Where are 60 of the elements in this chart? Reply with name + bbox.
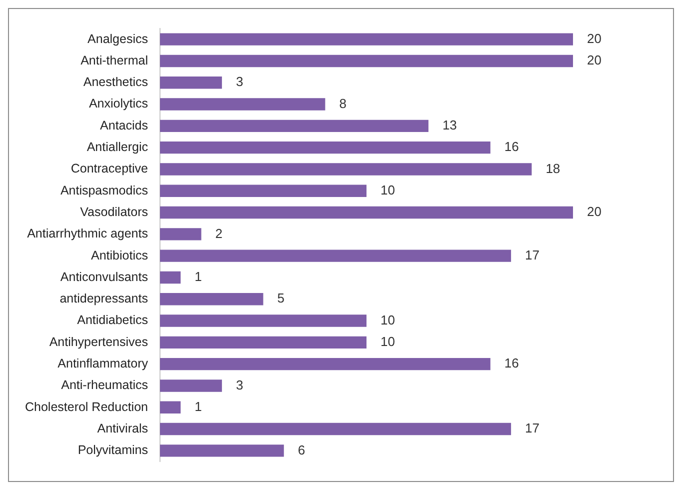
- bar: [160, 98, 326, 110]
- y-tick-label: Anticonvulsants: [60, 270, 148, 284]
- y-tick-label: Antinflammatory: [58, 356, 149, 371]
- bar: [160, 380, 222, 392]
- y-tick-label: Antacids: [100, 118, 148, 132]
- y-tick-label: Anti-rheumatics: [61, 378, 148, 392]
- y-tick-label: Antihypertensives: [49, 334, 148, 349]
- data-label: 13: [442, 118, 457, 133]
- data-label: 8: [339, 96, 346, 111]
- bar: [160, 54, 573, 68]
- data-label: 1: [194, 398, 202, 414]
- data-label: 2: [215, 226, 223, 241]
- y-tick-label: Anti-thermal: [80, 53, 148, 68]
- data-label: 20: [587, 204, 602, 220]
- y-tick-label: Anxiolytics: [88, 96, 148, 111]
- y-tick-label: Contraceptive: [70, 162, 148, 176]
- data-label: 17: [525, 420, 540, 436]
- bar: [160, 184, 366, 197]
- bar: [160, 444, 284, 457]
- data-label: 16: [504, 356, 519, 371]
- bar: [160, 271, 181, 284]
- bar: [160, 401, 181, 414]
- bar: [160, 76, 222, 89]
- y-tick-label: Vasodilators: [80, 204, 148, 219]
- y-tick-label: Anesthetics: [83, 75, 148, 90]
- y-tick-label: Antibiotics: [91, 248, 148, 262]
- data-label: 10: [380, 182, 395, 198]
- data-label: 20: [587, 52, 602, 68]
- bar: [160, 422, 512, 436]
- data-label: 3: [236, 74, 244, 90]
- data-label: 1: [194, 269, 202, 284]
- bar: [160, 33, 573, 46]
- data-label: 10: [380, 312, 395, 328]
- bar: [160, 141, 490, 154]
- data-label: 5: [277, 290, 284, 306]
- y-tick-label: Antispasmodics: [60, 183, 148, 198]
- bar: [160, 250, 512, 262]
- data-label: 18: [546, 160, 560, 176]
- y-tick-label: Polyvitamins: [78, 443, 148, 458]
- y-tick-label: Cholesterol Reduction: [24, 400, 148, 414]
- y-tick-label: Antivirals: [97, 421, 148, 436]
- bar: [160, 206, 573, 219]
- bar: [160, 314, 366, 327]
- data-label: 3: [236, 377, 244, 392]
- y-tick-label: Antidiabetics: [77, 313, 148, 328]
- data-label: 16: [504, 139, 519, 154]
- data-label: 6: [298, 442, 306, 458]
- y-tick-label: antidepressants: [60, 292, 148, 306]
- bar: [160, 228, 202, 240]
- data-label: 17: [525, 247, 540, 262]
- y-tick-label: Analgesics: [88, 32, 148, 46]
- bar: [160, 293, 264, 306]
- y-tick-label: Antiallergic: [86, 140, 148, 154]
- bar: [160, 336, 366, 349]
- data-label: 20: [587, 30, 602, 46]
- y-tick-label: Antiarrhythmic agents: [27, 226, 148, 241]
- bar: [160, 120, 428, 132]
- data-label: 10: [380, 334, 395, 350]
- bar: [160, 358, 490, 370]
- bar: [160, 163, 532, 176]
